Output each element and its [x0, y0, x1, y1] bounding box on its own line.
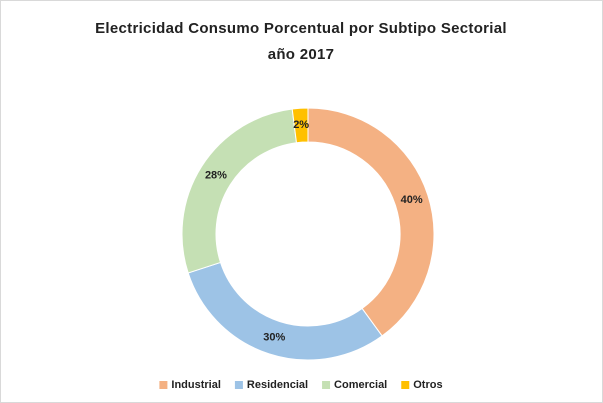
- legend-swatch: [322, 381, 331, 389]
- donut-slice: [307, 107, 435, 337]
- donut-slice: [291, 107, 309, 144]
- data-label: 30%: [263, 332, 285, 344]
- legend-item: Otros: [401, 379, 443, 391]
- legend-label: Comercial: [334, 379, 387, 391]
- chart-title: Electricidad Consumo Porcentual por Subt…: [95, 20, 507, 63]
- data-label: 2%: [293, 119, 309, 131]
- legend-label: Industrial: [171, 379, 221, 391]
- legend-swatch: [401, 381, 410, 389]
- legend-item: Comercial: [322, 379, 387, 391]
- legend-swatch: [234, 381, 243, 389]
- legend-item: Residencial: [234, 379, 308, 391]
- data-label: 40%: [401, 194, 423, 206]
- data-label: 28%: [205, 170, 227, 182]
- legend-swatch: [159, 381, 168, 389]
- legend-label: Residencial: [247, 379, 308, 391]
- legend-label: Otros: [413, 379, 442, 391]
- legend-item: Industrial: [159, 379, 221, 391]
